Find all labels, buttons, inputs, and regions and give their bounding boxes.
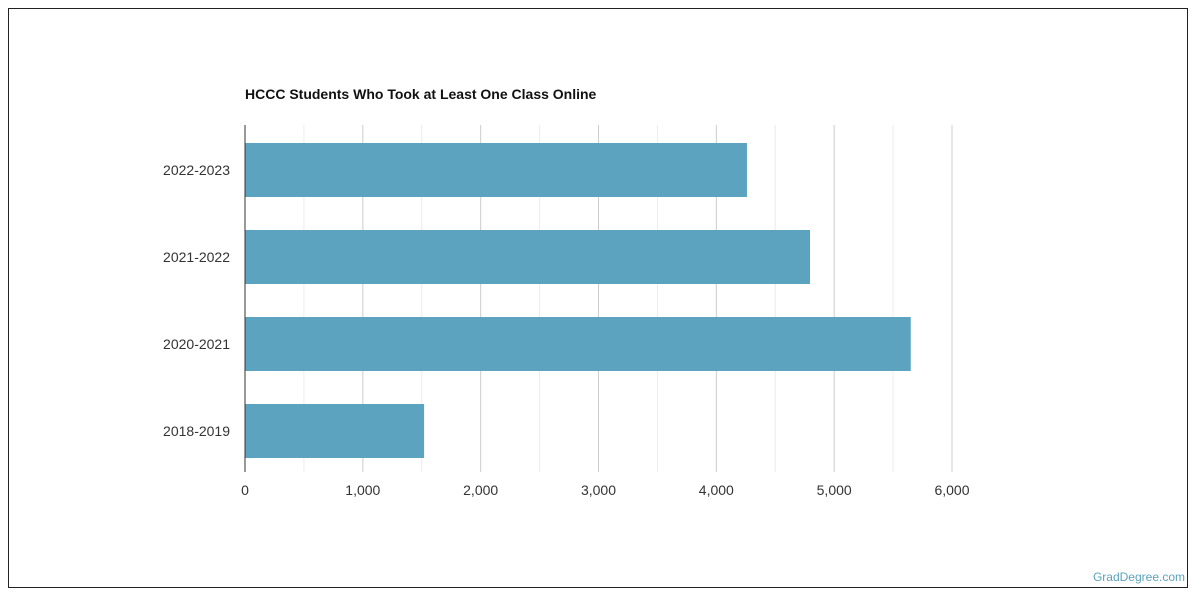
x-tick-label: 5,000 [817, 482, 852, 498]
x-tick-label: 0 [241, 482, 249, 498]
chart-title: HCCC Students Who Took at Least One Clas… [245, 86, 597, 102]
x-tick-label: 4,000 [699, 482, 734, 498]
x-tick-label: 1,000 [345, 482, 380, 498]
bar-2018-2019 [245, 404, 425, 458]
y-tick-label: 2020-2021 [163, 336, 230, 352]
x-tick-label: 6,000 [934, 482, 969, 498]
x-tick-label: 3,000 [581, 482, 616, 498]
y-tick-label: 2018-2019 [163, 423, 230, 439]
x-tick-label: 2,000 [463, 482, 498, 498]
y-tick-label: 2021-2022 [163, 249, 230, 265]
watermark-link[interactable]: GradDegree.com [1092, 570, 1185, 584]
bar-2020-2021 [245, 317, 911, 371]
y-tick-label: 2022-2023 [163, 162, 230, 178]
bar-2021-2022 [245, 230, 811, 284]
bar-2022-2023 [245, 143, 747, 197]
